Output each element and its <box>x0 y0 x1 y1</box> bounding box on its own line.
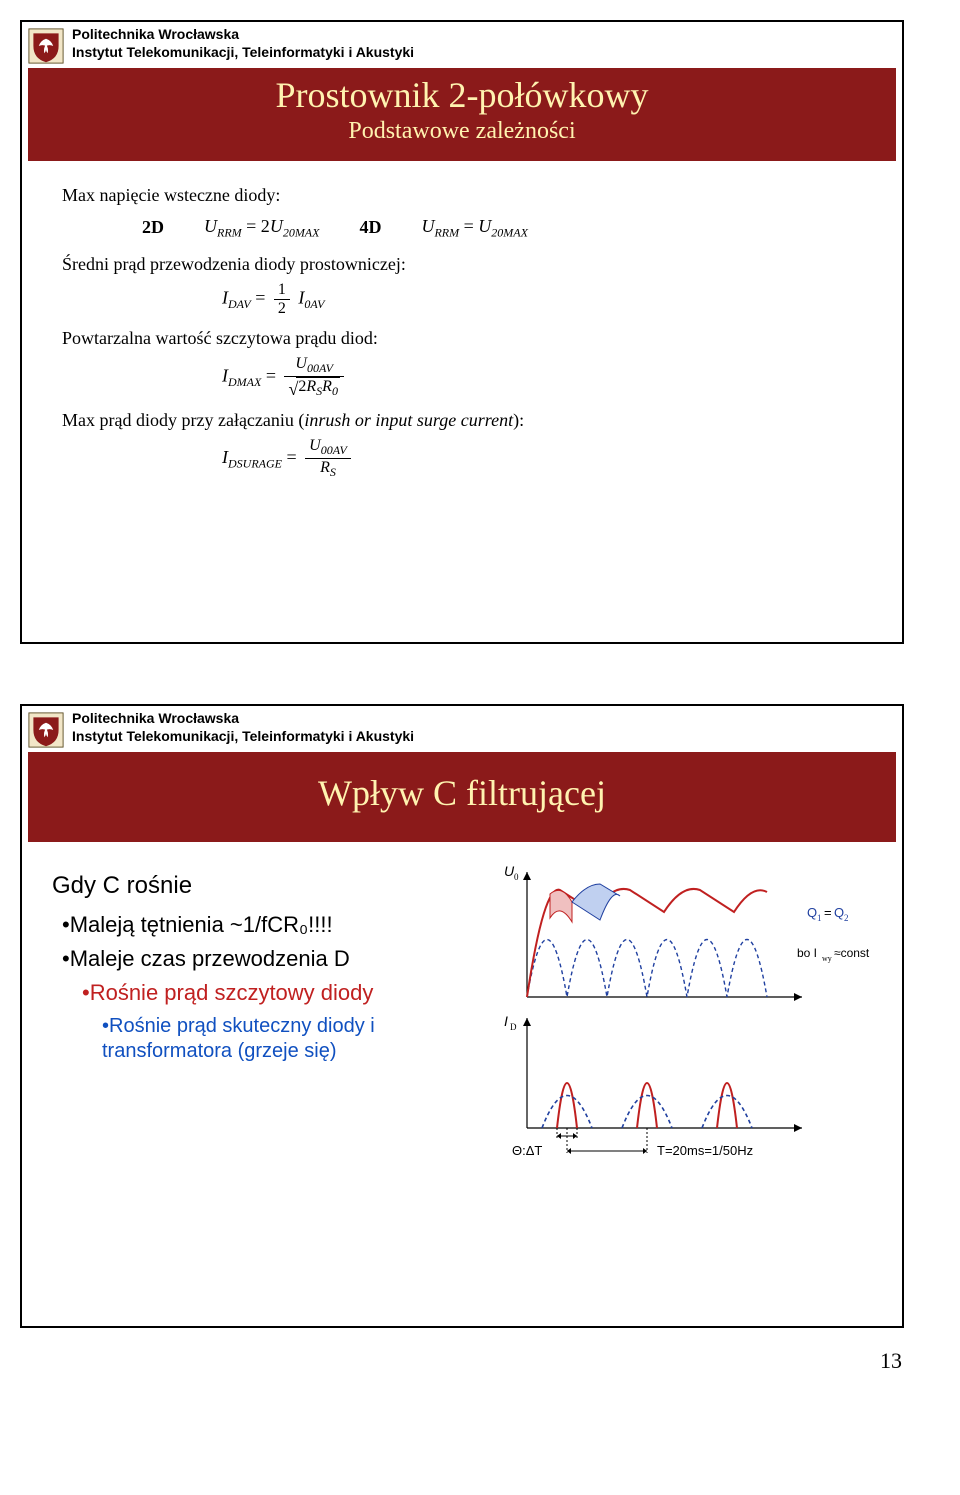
tag-2d: 2D <box>142 217 164 238</box>
slide-2: Politechnika Wrocławska Instytut Telekom… <box>20 704 904 1328</box>
voltage-waveform-chart: U0 Q1 = Q2 <box>502 862 882 1012</box>
formula-idmax: IDMAX = U00AV √2RSR0 <box>222 355 862 399</box>
university-name: Politechnika Wrocławska <box>72 26 414 44</box>
formula-urrm-2d: URRM = 2U20MAX <box>204 216 319 241</box>
formula-urrm-4d: URRM = U20MAX <box>421 216 527 241</box>
bullet-list: Gdy C rośnie •Maleją tętnienia ~1/fCR₀!!… <box>52 862 482 1168</box>
svg-text:Q: Q <box>834 905 844 920</box>
university-logo-icon <box>28 28 64 64</box>
current-waveform-chart: ID <box>502 1008 882 1168</box>
formula-row: 2D URRM = 2U20MAX 4D URRM = U20MAX <box>142 216 862 241</box>
svg-text:wy: wy <box>822 954 832 963</box>
svg-text:0: 0 <box>514 872 519 882</box>
svg-text:≈const: ≈const <box>834 946 870 960</box>
header-text: Politechnika Wrocławska Instytut Telekom… <box>72 706 414 745</box>
header-text: Politechnika Wrocławska Instytut Telekom… <box>72 22 414 61</box>
title-bar: Wpływ C filtrującej <box>28 752 896 842</box>
slide-1: Politechnika Wrocławska Instytut Telekom… <box>20 20 904 644</box>
slide-content: Max napięcie wsteczne diody: 2D URRM = 2… <box>22 161 902 490</box>
bullet-level-1: •Maleją tętnienia ~1/fCR₀!!!! <box>62 912 482 938</box>
bullet-level-1: •Maleje czas przewodzenia D <box>62 946 482 972</box>
university-logo-icon <box>28 712 64 748</box>
slide-title: Prostownik 2-połówkowy <box>48 76 876 116</box>
tag-4d: 4D <box>359 217 381 238</box>
svg-text:2: 2 <box>844 913 849 923</box>
svg-text:1: 1 <box>817 913 822 923</box>
svg-text:=: = <box>824 905 832 920</box>
department-name: Instytut Telekomunikacji, Teleinformatyk… <box>72 728 414 746</box>
bullet-level-2: •Rośnie prąd szczytowy diody <box>82 980 482 1006</box>
slide-header: Politechnika Wrocławska Instytut Telekom… <box>22 706 902 748</box>
bullet-heading: Gdy C rośnie <box>52 872 482 900</box>
bullet-level-3: •Rośnie prąd skuteczny diody i transform… <box>102 1014 482 1064</box>
page-number: 13 <box>880 1348 902 1374</box>
text-line: Średni prąd przewodzenia diody prostowni… <box>62 254 862 275</box>
department-name: Instytut Telekomunikacji, Teleinformatyk… <box>72 44 414 62</box>
title-bar: Prostownik 2-połówkowy Podstawowe zależn… <box>28 68 896 161</box>
formula-idsurge: IDSURAGE = U00AV RS <box>222 437 862 480</box>
slide-subtitle: Podstawowe zależności <box>48 118 876 145</box>
slide-header: Politechnika Wrocławska Instytut Telekom… <box>22 22 902 64</box>
slide-title: Wpływ C filtrującej <box>48 774 876 814</box>
svg-text:D: D <box>510 1022 517 1032</box>
svg-text:bo I: bo I <box>797 946 817 960</box>
text-line: Max prąd diody przy załączaniu (inrush o… <box>62 410 862 431</box>
svg-text:T=20ms=1/50Hz: T=20ms=1/50Hz <box>657 1143 753 1158</box>
chart-panel: U0 Q1 = Q2 <box>502 862 882 1168</box>
svg-text:I: I <box>504 1013 508 1029</box>
text-line: Powtarzalna wartość szczytowa prądu diod… <box>62 328 862 349</box>
svg-text:Q: Q <box>807 905 817 920</box>
university-name: Politechnika Wrocławska <box>72 710 414 728</box>
formula-idav: IDAV = 12 I0AV <box>222 281 862 318</box>
svg-text:Θ:ΔT: Θ:ΔT <box>512 1143 542 1158</box>
slide-content: Gdy C rośnie •Maleją tętnienia ~1/fCR₀!!… <box>22 842 902 1178</box>
text-line: Max napięcie wsteczne diody: <box>62 185 862 206</box>
